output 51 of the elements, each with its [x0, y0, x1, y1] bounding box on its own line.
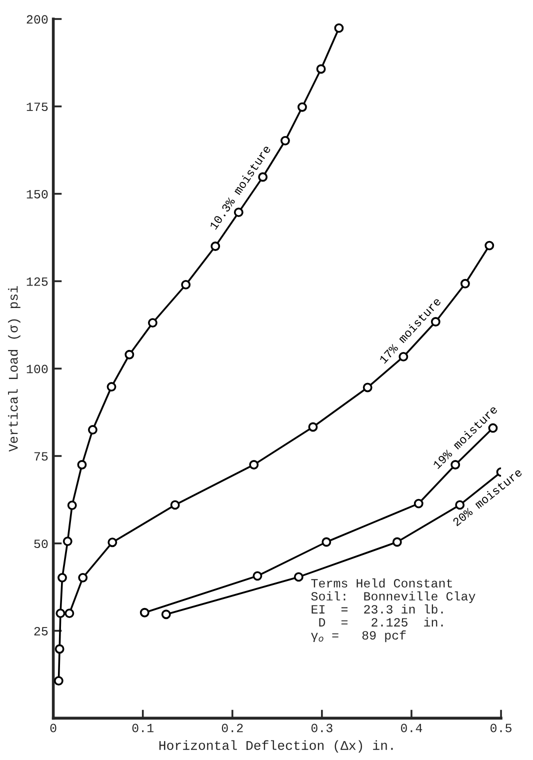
point [181, 280, 191, 290]
x-tick-label: 0.2 [222, 724, 243, 732]
point [298, 102, 307, 112]
point [398, 352, 408, 362]
y-tick-label: 75 [34, 452, 48, 461]
point [484, 240, 494, 250]
point [148, 318, 158, 328]
point [161, 610, 171, 620]
y-tick-label: 50 [34, 540, 48, 548]
point [58, 572, 67, 582]
point [249, 460, 259, 470]
point [78, 572, 88, 582]
point [54, 644, 64, 654]
point [56, 608, 66, 618]
point [67, 500, 77, 510]
point [210, 242, 220, 251]
y-tick-label: 125 [26, 277, 48, 286]
x-axis-title: Horizontal Deflection (Δx) in. [159, 740, 393, 753]
point [124, 350, 134, 360]
point [334, 23, 344, 33]
point [54, 676, 64, 686]
x-tick-label: 0.3 [311, 724, 332, 732]
y-axis-title: Vertical Load (σ) psi [8, 286, 20, 452]
y-tick-label: 100 [26, 364, 48, 374]
point [362, 382, 372, 392]
x-tick-label: 0.1 [132, 724, 154, 732]
point [392, 537, 402, 547]
point [322, 537, 332, 547]
point [108, 538, 118, 548]
x-tick-label: 0.4 [400, 724, 422, 732]
y-tick-label: 175 [26, 102, 48, 112]
point [280, 136, 290, 146]
point [77, 460, 87, 470]
annotation: Terms Held Constant Soil: Bonneville Clay EI = 23.3 in lb. D = 2.125 in. γ$_{o}$ = 89 pcf [311, 578, 476, 642]
point [308, 422, 318, 432]
point [316, 64, 326, 74]
point [252, 571, 262, 581]
point [294, 572, 304, 582]
y-tick-label: 200 [26, 15, 48, 24]
point [460, 278, 470, 288]
point [140, 608, 150, 618]
point [64, 608, 74, 618]
point [414, 498, 424, 508]
point [62, 536, 72, 546]
x-tick-label: 0 [50, 724, 56, 732]
point [170, 500, 180, 510]
y-tick-label: 25 [34, 626, 48, 636]
y-tick-label: 150 [26, 190, 48, 198]
x-tick-label: 0.5 [490, 724, 512, 732]
point [88, 425, 98, 435]
point [106, 382, 116, 392]
